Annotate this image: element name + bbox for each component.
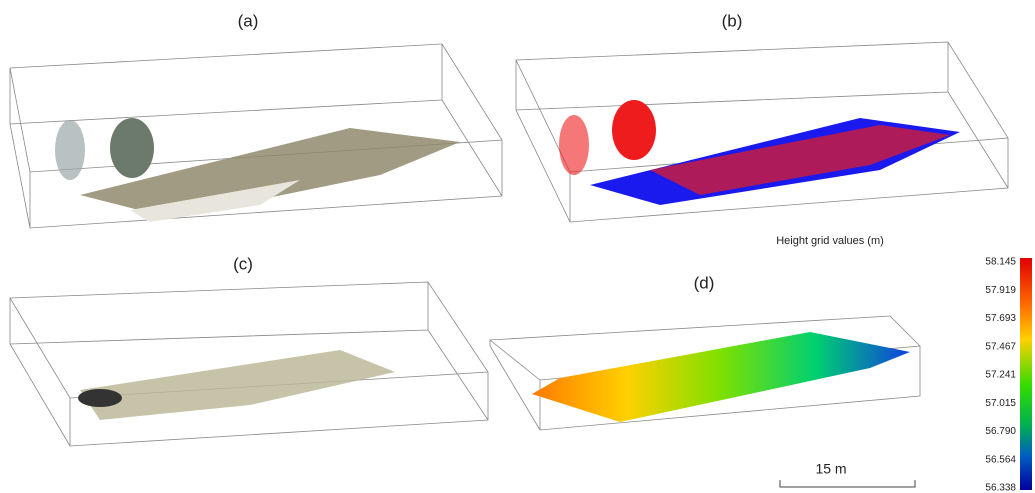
panel-label: (b): [722, 11, 743, 30]
panel-c: [9, 281, 489, 447]
panel-label: (d): [694, 273, 715, 292]
panel-label: (c): [233, 254, 253, 273]
colorbar-tick-label: 56.564: [985, 454, 1016, 465]
colorbar-tick-label: 56.338: [985, 483, 1016, 493]
panel-label: (a): [238, 11, 259, 30]
colorbar: [1020, 258, 1032, 490]
colorbar-tick-label: 57.015: [985, 398, 1016, 409]
colorbar-tick-label: 56.790: [985, 426, 1016, 437]
colorbar-title: Height grid values (m): [776, 235, 884, 247]
panel-b: [515, 41, 1009, 223]
panel-a: [9, 43, 503, 229]
colorbar-tick-label: 57.919: [985, 285, 1016, 296]
colorbar-tick-label: 58.145: [985, 257, 1016, 268]
colorbar-tick-label: 57.241: [985, 370, 1016, 381]
scale-bar: [779, 480, 916, 488]
scale-label: 15 m: [815, 461, 846, 477]
colorbar-tick-label: 57.693: [985, 313, 1016, 324]
colorbar-tick-label: 57.467: [985, 341, 1016, 352]
colorbar-ticks: 58.145 57.919 57.693 57.467 57.241 57.015 56.7…: [985, 257, 1016, 493]
panel-d: [488, 315, 921, 431]
